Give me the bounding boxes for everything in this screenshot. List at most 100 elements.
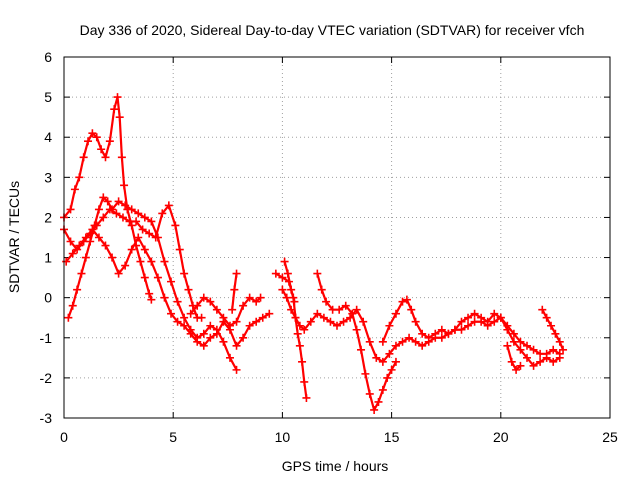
data-point <box>114 197 123 206</box>
data-point <box>101 153 110 162</box>
data-point <box>536 357 545 366</box>
data-point <box>437 333 446 342</box>
data-point <box>348 309 357 318</box>
data-point <box>73 285 82 294</box>
data-point <box>212 305 221 314</box>
data-point <box>92 133 101 142</box>
data-point <box>120 181 129 190</box>
data-point <box>271 269 280 278</box>
data-point <box>160 293 169 302</box>
data-point <box>114 269 123 278</box>
chart-title: Day 336 of 2020, Sidereal Day-to-day VTE… <box>80 22 585 38</box>
data-point <box>437 325 446 334</box>
data-point <box>418 329 427 338</box>
data-point <box>127 245 136 254</box>
data-point <box>391 309 400 318</box>
series-group <box>60 93 156 304</box>
data-point <box>110 105 119 114</box>
data-point <box>529 361 538 370</box>
data-point <box>132 217 141 226</box>
data-point <box>199 329 208 338</box>
data-point <box>326 317 335 326</box>
data-point <box>549 345 558 354</box>
data-point <box>295 341 304 350</box>
data-point <box>64 313 73 322</box>
data-point <box>547 321 556 330</box>
series-group <box>378 295 564 370</box>
data-point <box>232 365 241 374</box>
series-line <box>506 345 522 371</box>
data-point <box>108 253 117 262</box>
data-point <box>341 301 350 310</box>
data-point <box>225 321 234 330</box>
data-point <box>483 317 492 326</box>
y-axis-label: SDTVAR / TECUs <box>6 181 22 293</box>
series-group <box>228 269 241 314</box>
data-point <box>431 329 440 338</box>
data-point <box>171 221 180 230</box>
series-group <box>62 225 274 350</box>
data-series <box>60 93 568 414</box>
data-point <box>418 341 427 350</box>
series-group <box>60 201 206 322</box>
data-point <box>81 253 90 262</box>
data-point <box>339 317 348 326</box>
data-point <box>66 205 75 214</box>
data-point <box>551 329 560 338</box>
data-point <box>300 325 309 334</box>
data-point <box>256 293 265 302</box>
plot-frame <box>63 56 611 419</box>
data-point <box>333 321 341 330</box>
data-point <box>97 145 106 154</box>
data-point <box>529 345 538 354</box>
data-point <box>555 337 564 346</box>
data-point <box>378 385 387 394</box>
data-point <box>278 273 287 282</box>
data-point <box>374 397 383 406</box>
data-point <box>158 209 167 218</box>
data-point <box>542 353 551 362</box>
data-point <box>94 233 103 242</box>
data-point <box>193 301 202 310</box>
data-point <box>193 337 202 346</box>
data-point <box>79 153 88 162</box>
data-point <box>378 357 387 366</box>
y-tick-label: 6 <box>44 49 52 65</box>
data-point <box>84 137 93 146</box>
series-group <box>313 269 400 414</box>
data-point <box>359 317 368 326</box>
data-point <box>140 245 149 254</box>
y-tick-label: 0 <box>44 290 52 306</box>
data-point <box>113 93 122 102</box>
data-point <box>245 293 254 302</box>
y-tick-label: 2 <box>44 209 52 225</box>
data-point <box>112 209 121 218</box>
grid <box>64 57 610 418</box>
data-point <box>245 321 254 330</box>
data-point <box>542 313 551 322</box>
data-point <box>372 353 381 362</box>
data-point <box>160 257 169 266</box>
x-tick-label: 25 <box>602 429 618 445</box>
data-point <box>173 297 182 306</box>
data-point <box>232 269 241 278</box>
data-point <box>370 405 379 414</box>
data-point <box>252 297 261 306</box>
data-point <box>509 329 518 338</box>
data-point <box>411 317 420 326</box>
data-point <box>134 233 143 242</box>
data-point <box>559 345 568 354</box>
x-axis-label: GPS time / hours <box>282 458 389 474</box>
data-point <box>258 313 267 322</box>
y-tick-label: 5 <box>44 89 52 105</box>
data-point <box>290 297 299 306</box>
data-point <box>470 309 479 318</box>
data-point <box>75 241 84 250</box>
data-point <box>92 221 101 230</box>
data-point <box>280 257 289 266</box>
data-point <box>335 305 344 314</box>
data-point <box>450 325 459 334</box>
data-point <box>313 309 322 318</box>
data-point <box>173 317 182 326</box>
